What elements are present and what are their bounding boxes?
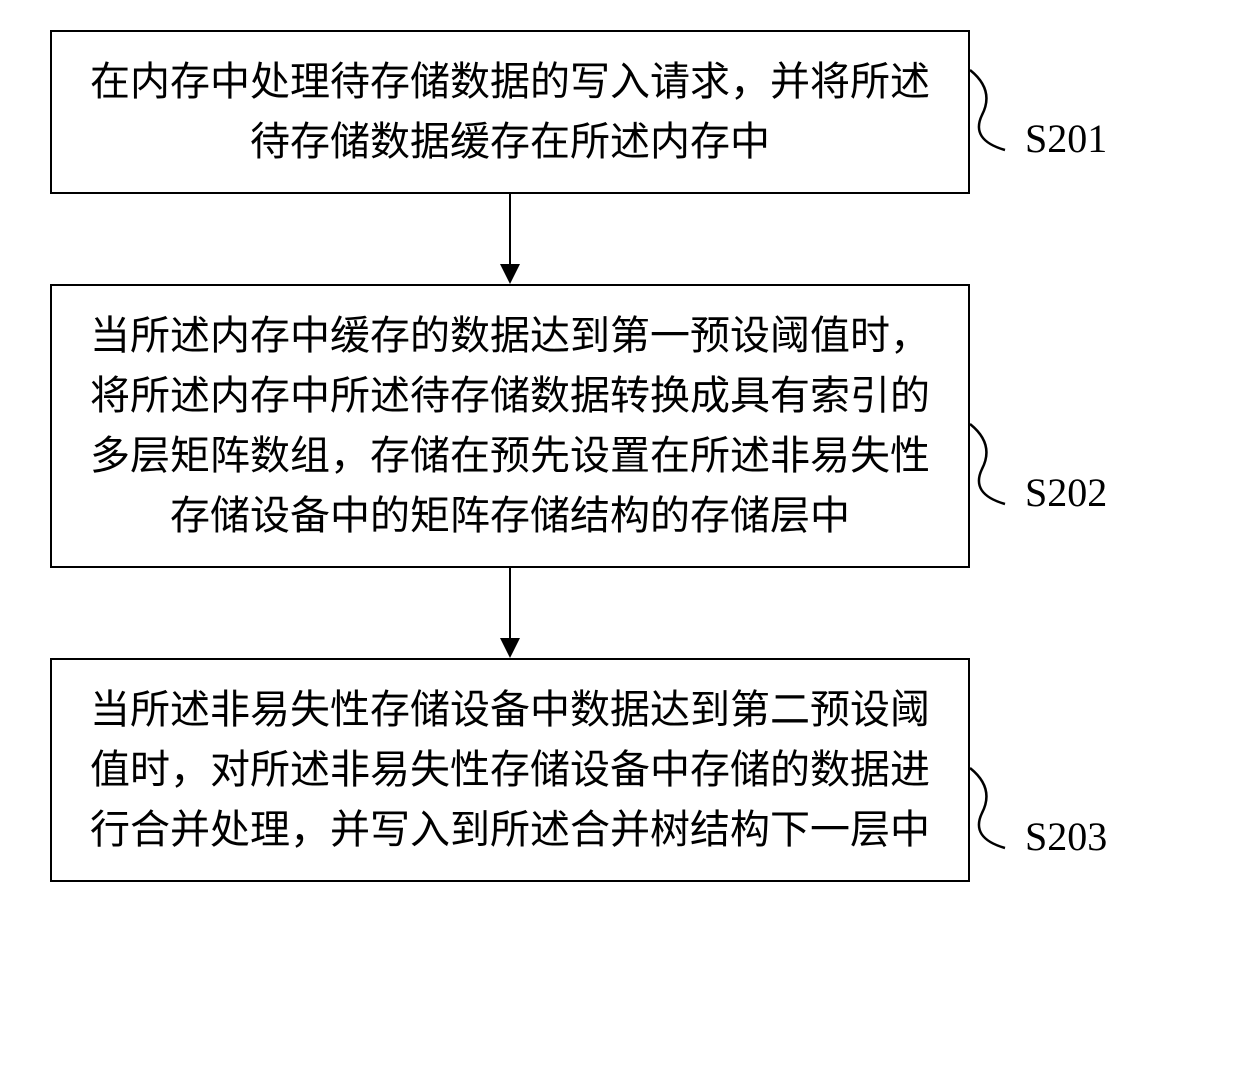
flow-arrow-2 [50, 568, 970, 658]
label-connector-s201 [970, 40, 1030, 175]
flowchart-container: 在内存中处理待存储数据的写入请求，并将所述待存储数据缓存在所述内存中 S201 … [50, 30, 1190, 882]
flow-node-s203: 当所述非易失性存储设备中数据达到第二预设阈值时，对所述非易失性存储设备中存储的数… [50, 658, 970, 882]
flow-node-text: 在内存中处理待存储数据的写入请求，并将所述待存储数据缓存在所述内存中 [77, 52, 943, 172]
flow-label-s203: S203 [1025, 813, 1107, 860]
label-connector-s203 [970, 738, 1030, 873]
flow-label-s202: S202 [1025, 469, 1107, 516]
flow-node-text: 当所述内存中缓存的数据达到第一预设阈值时，将所述内存中所述待存储数据转换成具有索… [77, 306, 943, 546]
arrow-down-icon [490, 194, 530, 284]
flow-arrow-1 [50, 194, 970, 284]
curve-connector-icon [970, 394, 1030, 524]
curve-connector-icon [970, 40, 1030, 170]
flow-node-s202: 当所述内存中缓存的数据达到第一预设阈值时，将所述内存中所述待存储数据转换成具有索… [50, 284, 970, 568]
flow-label-s201: S201 [1025, 115, 1107, 162]
arrow-down-icon [490, 568, 530, 658]
curve-connector-icon [970, 738, 1030, 868]
flow-node-s201: 在内存中处理待存储数据的写入请求，并将所述待存储数据缓存在所述内存中 [50, 30, 970, 194]
label-connector-s202 [970, 394, 1030, 529]
flow-node-text: 当所述非易失性存储设备中数据达到第二预设阈值时，对所述非易失性存储设备中存储的数… [77, 680, 943, 860]
